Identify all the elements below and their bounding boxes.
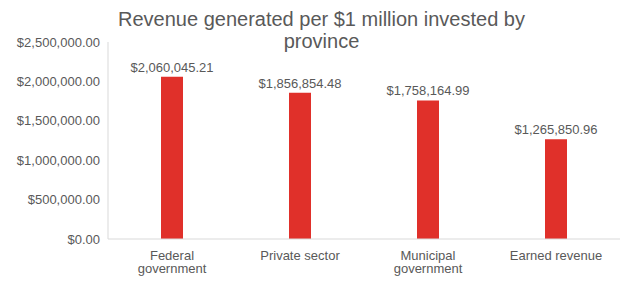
svg-text:Private sector: Private sector — [260, 248, 340, 263]
svg-text:$500,000.00: $500,000.00 — [28, 192, 100, 207]
svg-text:Federalgovernment: Federalgovernment — [138, 248, 207, 276]
svg-text:$1,500,000.00: $1,500,000.00 — [17, 113, 100, 128]
svg-text:$2,060,045.21: $2,060,045.21 — [130, 60, 213, 75]
svg-text:$1,000,000.00: $1,000,000.00 — [17, 153, 100, 168]
html-text:Revenue generated per $1 milli: Revenue generated per $1 million investe… — [118, 8, 525, 52]
svg-text:Earned revenue: Earned revenue — [510, 248, 603, 263]
svg-text:$1,758,164.99: $1,758,164.99 — [386, 83, 469, 98]
svg-text:$1,856,854.48: $1,856,854.48 — [258, 76, 341, 91]
svg-text:$1,265,850.96: $1,265,850.96 — [514, 122, 597, 137]
svg-text:$0.00: $0.00 — [67, 232, 100, 247]
svg-text:$2,500,000.00: $2,500,000.00 — [17, 35, 100, 50]
svg-text:Municipalgovernment: Municipalgovernment — [394, 248, 463, 276]
svg-text:$2,000,000.00: $2,000,000.00 — [17, 74, 100, 89]
